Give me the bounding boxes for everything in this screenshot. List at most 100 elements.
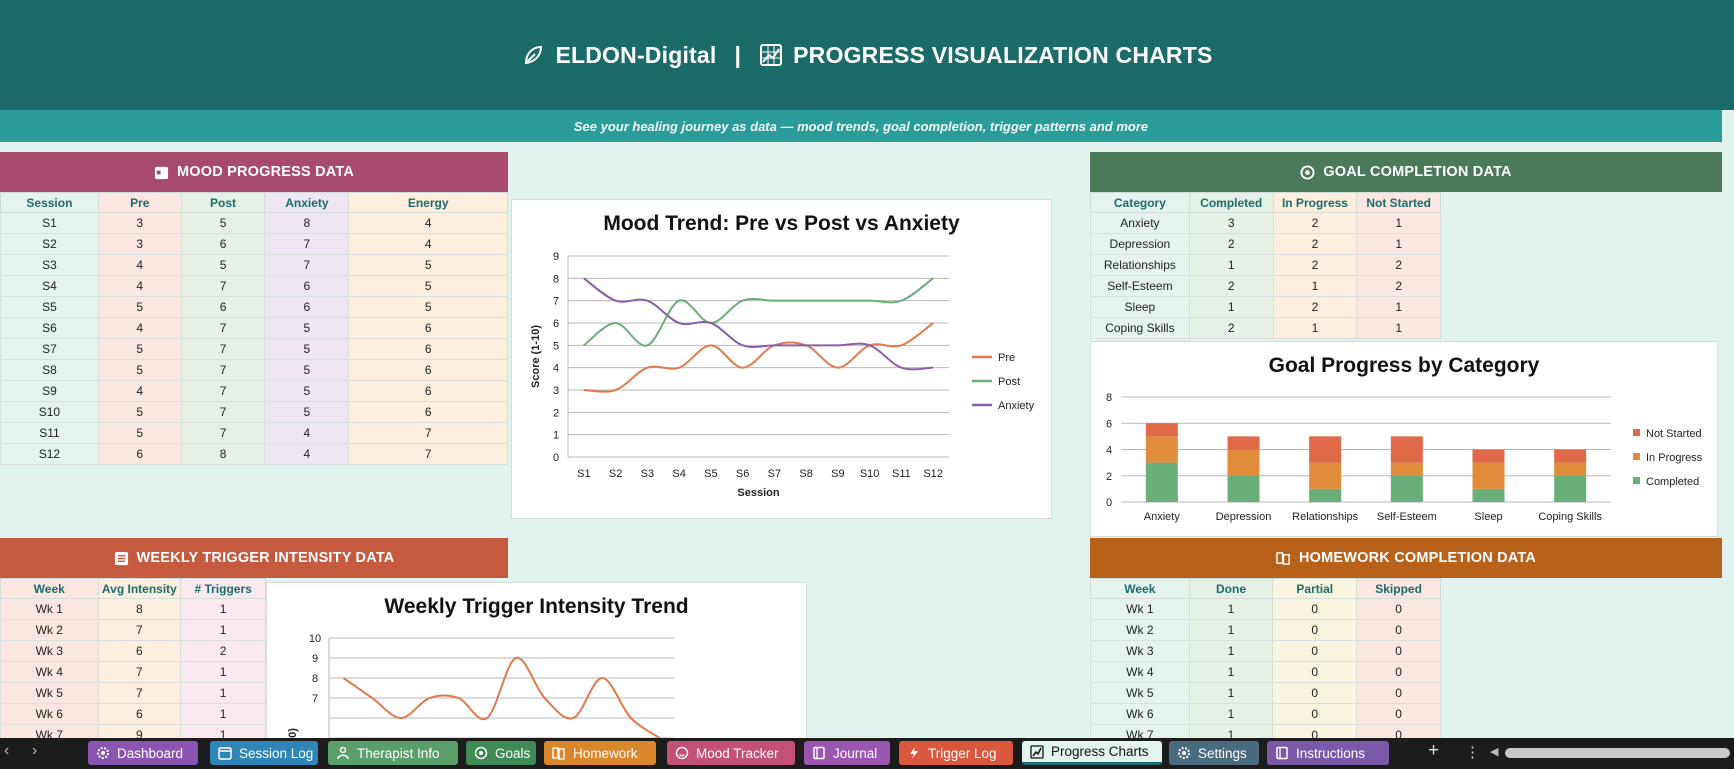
table-cell[interactable]: 7 (348, 443, 508, 465)
tab-trigger-log[interactable]: Trigger Log (899, 741, 1013, 765)
table-cell[interactable]: 1 (1188, 254, 1274, 276)
table-cell[interactable]: 0 (1272, 598, 1358, 620)
table-cell[interactable]: Depression (1090, 233, 1190, 255)
table-cell[interactable]: 5 (180, 254, 266, 276)
table-cell[interactable]: 0 (1356, 619, 1441, 641)
table-cell[interactable]: 7 (180, 359, 266, 381)
table-cell[interactable]: 1 (1188, 598, 1274, 620)
table-cell[interactable]: 2 (1356, 275, 1441, 297)
table-cell[interactable]: 7 (180, 380, 266, 402)
table-cell[interactable]: 0 (1272, 682, 1358, 704)
table-cell[interactable]: 2 (1272, 212, 1358, 234)
table-cell[interactable]: 1 (1188, 703, 1274, 725)
table-cell[interactable]: 8 (264, 212, 350, 234)
table-cell[interactable]: 0 (1356, 703, 1441, 725)
table-cell[interactable]: 7 (180, 317, 266, 339)
table-cell[interactable]: 1 (1356, 296, 1441, 318)
table-cell[interactable]: 1 (1272, 317, 1358, 339)
table-cell[interactable]: 8 (180, 443, 266, 465)
table-cell[interactable]: 1 (1188, 661, 1274, 683)
table-cell[interactable]: 4 (97, 275, 182, 297)
table-cell[interactable]: 3 (97, 233, 182, 255)
horizontal-scrollbar[interactable] (1505, 748, 1730, 758)
table-cell[interactable]: Wk 4 (1090, 661, 1190, 683)
table-cell[interactable]: 5 (348, 275, 508, 297)
table-cell[interactable]: Wk 2 (0, 619, 99, 641)
table-cell[interactable]: 6 (348, 317, 508, 339)
table-cell[interactable]: Wk 5 (1090, 682, 1190, 704)
table-cell[interactable]: Relationships (1090, 254, 1190, 276)
table-cell[interactable]: 6 (180, 296, 266, 318)
table-cell[interactable]: 0 (1272, 640, 1358, 662)
table-cell[interactable]: 2 (1188, 275, 1274, 297)
table-cell[interactable]: 4 (348, 233, 508, 255)
table-cell[interactable]: 7 (97, 661, 182, 683)
table-cell[interactable]: 7 (97, 619, 182, 641)
table-cell[interactable]: S12 (0, 443, 99, 465)
add-sheet-button[interactable]: + (1428, 740, 1440, 761)
table-cell[interactable]: 7 (97, 682, 182, 704)
table-cell[interactable]: 5 (264, 338, 350, 360)
table-cell[interactable]: Anxiety (1090, 212, 1190, 234)
table-cell[interactable]: 1 (180, 598, 266, 620)
table-cell[interactable]: Sleep (1090, 296, 1190, 318)
table-cell[interactable]: 7 (180, 401, 266, 423)
table-cell[interactable]: 3 (97, 212, 182, 234)
table-cell[interactable]: S4 (0, 275, 99, 297)
table-cell[interactable]: 6 (348, 359, 508, 381)
table-cell[interactable]: 1 (1188, 682, 1274, 704)
tab-session-log[interactable]: Session Log (210, 741, 318, 765)
table-cell[interactable]: 0 (1356, 598, 1441, 620)
tab-journal[interactable]: Journal (804, 741, 890, 765)
table-cell[interactable]: Self-Esteem (1090, 275, 1190, 297)
table-cell[interactable]: 3 (1188, 212, 1274, 234)
table-cell[interactable]: 5 (180, 212, 266, 234)
tab-dashboard[interactable]: Dashboard (88, 741, 198, 765)
tab-therapist-info[interactable]: Therapist Info (328, 741, 458, 765)
table-cell[interactable]: 6 (180, 233, 266, 255)
table-cell[interactable]: Wk 6 (0, 703, 99, 725)
table-cell[interactable]: 4 (348, 212, 508, 234)
table-cell[interactable]: S1 (0, 212, 99, 234)
table-cell[interactable]: 6 (348, 401, 508, 423)
tab-settings[interactable]: Settings (1169, 741, 1259, 765)
table-cell[interactable]: Coping Skills (1090, 317, 1190, 339)
table-cell[interactable]: S2 (0, 233, 99, 255)
table-cell[interactable]: Wk 1 (0, 598, 99, 620)
table-cell[interactable]: 2 (1272, 254, 1358, 276)
table-cell[interactable]: 0 (1272, 661, 1358, 683)
table-cell[interactable]: 5 (97, 338, 182, 360)
table-cell[interactable]: Wk 6 (1090, 703, 1190, 725)
table-cell[interactable]: Wk 5 (0, 682, 99, 704)
table-cell[interactable]: 7 (180, 275, 266, 297)
table-cell[interactable]: 4 (97, 317, 182, 339)
table-cell[interactable]: Wk 3 (1090, 640, 1190, 662)
table-cell[interactable]: Wk 3 (0, 640, 99, 662)
table-cell[interactable]: 2 (1188, 317, 1274, 339)
table-cell[interactable]: 5 (264, 359, 350, 381)
table-cell[interactable]: 1 (180, 682, 266, 704)
table-cell[interactable]: Wk 4 (0, 661, 99, 683)
table-cell[interactable]: 1 (1188, 619, 1274, 641)
table-cell[interactable]: S11 (0, 422, 99, 444)
table-cell[interactable]: 2 (180, 640, 266, 662)
tab-progress-charts[interactable]: Progress Charts (1022, 741, 1162, 765)
table-cell[interactable]: 1 (1356, 212, 1441, 234)
table-cell[interactable]: 8 (97, 598, 182, 620)
table-cell[interactable]: 1 (1188, 640, 1274, 662)
table-cell[interactable]: 5 (97, 401, 182, 423)
table-cell[interactable]: 5 (348, 296, 508, 318)
table-cell[interactable]: 0 (1356, 640, 1441, 662)
table-cell[interactable]: 7 (180, 422, 266, 444)
table-cell[interactable]: S7 (0, 338, 99, 360)
table-cell[interactable]: 1 (180, 619, 266, 641)
table-cell[interactable]: 1 (180, 661, 266, 683)
table-cell[interactable]: 6 (97, 443, 182, 465)
tab-goals[interactable]: Goals (466, 741, 536, 765)
tab-mood-tracker[interactable]: Mood Tracker (667, 741, 795, 765)
table-cell[interactable]: 6 (264, 275, 350, 297)
table-cell[interactable]: 5 (97, 359, 182, 381)
table-cell[interactable]: 1 (1188, 296, 1274, 318)
table-cell[interactable]: 6 (97, 640, 182, 662)
table-cell[interactable]: 2 (1356, 254, 1441, 276)
